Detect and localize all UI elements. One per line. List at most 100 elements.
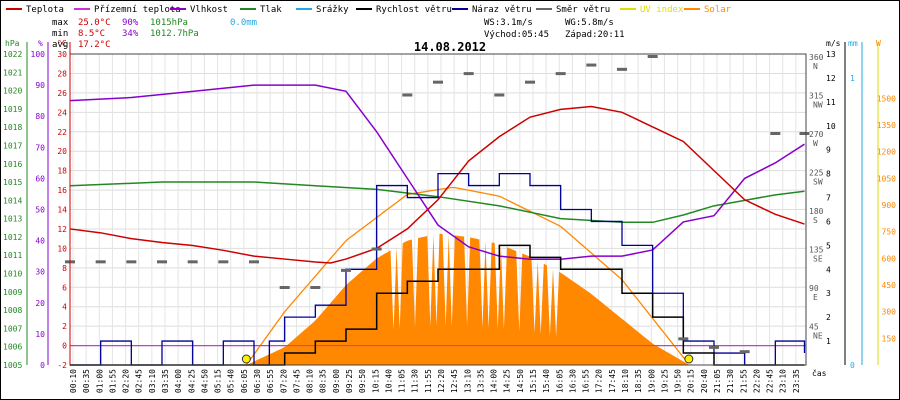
direction-tick: 360 xyxy=(809,53,824,62)
wind-tick: 4 xyxy=(826,265,831,274)
pressure-tick: 1013 xyxy=(3,215,22,224)
humidity-line xyxy=(69,84,805,261)
wind-tick: 12 xyxy=(826,74,836,83)
x-tick: 09:25 xyxy=(345,369,354,393)
wind-tick: 13 xyxy=(826,50,836,59)
pressure-tick: 1006 xyxy=(3,343,22,352)
direction-label: NE xyxy=(813,332,823,341)
direction-tick: 225 xyxy=(809,169,824,178)
max-pressure: 1015hPa xyxy=(150,18,188,28)
wind-tick: 6 xyxy=(826,217,831,226)
x-tick: 00:10 xyxy=(69,369,78,393)
x-unit: čas xyxy=(812,368,827,378)
x-tick: 05:15 xyxy=(214,369,223,393)
pressure-tick: 1011 xyxy=(3,251,22,260)
x-tick: 02:45 xyxy=(135,369,144,393)
avg-label: avg xyxy=(52,40,68,50)
x-tick: 02:20 xyxy=(122,369,131,393)
legend-label: Solar xyxy=(704,5,732,15)
legend-label: Tlak xyxy=(260,5,282,15)
solar-tick: 900 xyxy=(882,201,897,210)
temp-tick: 28 xyxy=(57,69,67,78)
solar-max-line xyxy=(245,186,689,366)
direction-label: E xyxy=(813,293,818,302)
wind-direction-mark xyxy=(187,260,198,264)
direction-label: W xyxy=(813,139,818,148)
wind-tick: 8 xyxy=(826,170,831,179)
pressure-tick: 1021 xyxy=(3,68,22,77)
x-tick: 19:50 xyxy=(674,369,683,393)
humidity-tick: 70 xyxy=(35,143,45,152)
wind-direction-mark xyxy=(402,93,413,97)
humidity-tick: 0 xyxy=(40,361,45,370)
pressure-tick: 1022 xyxy=(3,50,22,59)
temp-tick: 2 xyxy=(62,322,67,331)
temp-tick: 8 xyxy=(62,264,67,273)
wind-direction-mark xyxy=(799,132,810,135)
x-tick: 04:50 xyxy=(200,369,209,393)
x-tick: 20:15 xyxy=(687,369,696,393)
legend-label: Vlhkost xyxy=(190,5,228,15)
wind-tick: 10 xyxy=(826,122,836,131)
x-tick: 10:40 xyxy=(384,369,393,393)
temp-tick: 26 xyxy=(57,89,67,98)
legend-label: Přízemní teplota xyxy=(94,5,181,15)
direction-tick: 180 xyxy=(809,207,824,216)
wind-direction-mark xyxy=(555,72,566,76)
x-tick: 15:15 xyxy=(529,369,538,393)
x-tick: 13:35 xyxy=(476,369,485,393)
legend-label: Rychlost větru xyxy=(376,5,452,15)
x-tick: 19:00 xyxy=(647,369,656,393)
x-tick: 14:00 xyxy=(490,369,499,393)
x-tick: 21:55 xyxy=(739,369,748,393)
x-tick: 04:00 xyxy=(174,369,183,393)
wind-direction-mark xyxy=(95,260,106,264)
x-tick: 17:45 xyxy=(608,369,617,393)
x-tick: 08:35 xyxy=(319,369,328,393)
x-tick: 01:55 xyxy=(108,369,117,393)
sunset: Západ:20:11 xyxy=(565,30,625,40)
chart-title: 14.08.2012 xyxy=(414,40,486,54)
x-tick: 16:30 xyxy=(568,369,577,393)
wind-tick: 11 xyxy=(826,98,836,107)
temperature-line xyxy=(69,105,805,264)
x-tick: 03:35 xyxy=(161,369,170,393)
x-tick: 06:30 xyxy=(253,369,262,393)
axes: hPa% °C m/s mm W1022102110201019101810171016… xyxy=(3,39,896,370)
wind-direction-mark xyxy=(249,260,259,264)
humidity-tick: 100 xyxy=(31,50,46,59)
x-tick: 14:50 xyxy=(516,369,525,393)
wind-direction-mark xyxy=(678,337,689,341)
wind-tick: 5 xyxy=(826,241,831,250)
stats-panel: max 25.0°C 90% 1015hPa 0.0mm min 8.5°C 3… xyxy=(52,18,625,50)
direction-label: SW xyxy=(813,178,823,187)
wind-tick: 1 xyxy=(826,337,831,346)
max-humidity: 90% xyxy=(122,18,139,28)
max-label: max xyxy=(52,18,69,28)
temp-tick: 24 xyxy=(57,108,67,117)
x-tick: 09:50 xyxy=(358,369,367,393)
x-tick: 09:00 xyxy=(332,369,341,393)
x-tick: 10:15 xyxy=(371,369,380,393)
direction-tick: 270 xyxy=(809,130,824,139)
humidity-tick: 50 xyxy=(35,206,45,215)
pressure-tick: 1019 xyxy=(3,105,22,114)
x-tick: 07:20 xyxy=(279,369,288,393)
pressure-tick: 1009 xyxy=(3,288,22,297)
wind-direction-mark xyxy=(310,286,321,289)
temp-tick: 4 xyxy=(62,303,67,312)
pressure-tick: 1012 xyxy=(3,233,22,242)
direction-tick: 45 xyxy=(809,323,819,332)
min-label: min xyxy=(52,29,68,39)
pressure-tick: 1016 xyxy=(3,160,22,169)
wind-direction-mark xyxy=(739,350,750,354)
rain-unit: mm xyxy=(848,39,858,48)
pressure-tick: 1018 xyxy=(3,123,22,132)
pressure-tick: 1007 xyxy=(3,324,22,333)
solar-unit: W xyxy=(876,39,881,48)
max-rain: 0.0mm xyxy=(230,18,257,28)
pressure-line xyxy=(69,181,805,224)
x-tick: 06:05 xyxy=(240,369,249,393)
x-tick: 11:55 xyxy=(424,369,433,393)
